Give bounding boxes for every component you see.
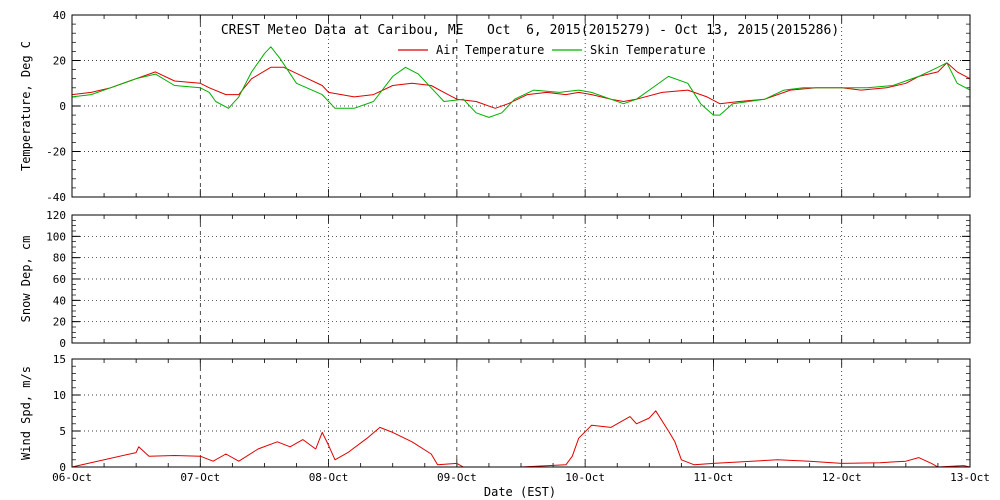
y-tick-label: 80	[53, 252, 66, 265]
chart-title: CREST Meteo Data at Caribou, ME Oct 6, 2…	[221, 23, 839, 38]
y-tick-label: 5	[59, 425, 66, 438]
y-tick-label: 20	[53, 55, 66, 68]
y-tick-label: 40	[53, 294, 66, 307]
series-line-air-temperature	[71, 62, 971, 109]
legend-label: Air Temperature	[436, 43, 544, 57]
panel-3: 0 5 10 15 Wind Spd, m/s	[19, 353, 971, 474]
panel-2: 0 20 40 60 80 100 120 Snow Dep, cm	[19, 209, 971, 350]
y-tick-label: 60	[53, 273, 66, 286]
x-tick-label: 08-Oct	[309, 471, 349, 484]
y-tick-label: -40	[46, 191, 66, 204]
y-axis-label: Wind Spd, m/s	[19, 366, 33, 460]
y-tick-label: 0	[59, 100, 66, 113]
y-tick-label: 120	[46, 209, 66, 222]
y-tick-label: 10	[53, 389, 66, 402]
panels: -40 -20 0 20 40 Temperature, Deg C 0 20 40 60 80 10…	[19, 9, 971, 474]
x-tick-label: 07-Oct	[180, 471, 220, 484]
y-tick-label: 0	[59, 337, 66, 350]
y-tick-label: 20	[53, 316, 66, 329]
y-axis-label: Temperature, Deg C	[19, 41, 33, 171]
y-tick-label: 100	[46, 230, 66, 243]
series-line-panel-3-0	[71, 410, 971, 468]
y-axis-label: Snow Dep, cm	[19, 236, 33, 323]
plot-frame	[71, 358, 971, 468]
y-tick-label: -20	[46, 146, 66, 159]
x-tick-label: 13-Oct	[950, 471, 990, 484]
plot-frame	[71, 14, 971, 198]
y-tick-label: 0	[59, 461, 66, 474]
series-line-skin-temperature	[71, 46, 971, 118]
x-tick-label: 12-Oct	[822, 471, 862, 484]
legend: Air Temperature Skin Temperature	[398, 43, 706, 57]
x-tick-label: 06-Oct	[52, 471, 92, 484]
panel-1: -40 -20 0 20 40 Temperature, Deg C	[19, 9, 971, 204]
x-tick-label: 10-Oct	[565, 471, 605, 484]
legend-label: Skin Temperature	[590, 43, 706, 57]
plot-frame	[71, 214, 971, 344]
x-axis-label: Date (EST)	[484, 485, 556, 499]
y-tick-label: 15	[53, 353, 66, 366]
x-tick-label: 11-Oct	[694, 471, 734, 484]
x-tick-label: 09-Oct	[437, 471, 477, 484]
y-tick-label: 40	[53, 9, 66, 22]
